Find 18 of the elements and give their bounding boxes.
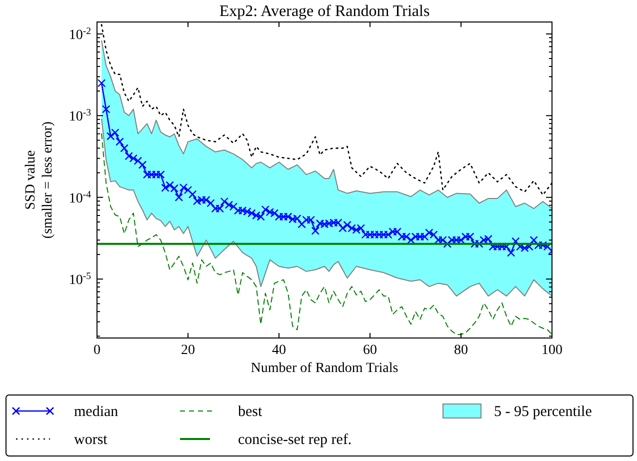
x-tick-label: 40 [272,343,286,358]
y-axis-title: SSD value (smaller = less error) [24,121,56,239]
y-tick-label: 10$^{-5}$ [68,270,92,288]
x-tick-label: 0 [94,343,100,358]
y-tick-label: 10$^{-4}$ [68,188,92,206]
x-axis-title: Number of Random Trials [250,361,398,376]
chart-title: Exp2: Average of Random Trials [219,3,430,20]
x-tick-label: 60 [363,343,377,358]
legend-label: 5 - 95 percentile [494,404,592,420]
x-tick-label: 100 [542,343,562,358]
x-tick-label: 20 [181,343,195,358]
y-tick-label: 10$^{-3}$ [68,107,92,125]
legend-label: best [238,404,263,420]
x-tick-label: 80 [454,343,468,358]
legend-label: concise-set rep ref. [238,432,352,448]
legend-label: worst [74,432,108,448]
legend-label: median [74,404,119,420]
y-tick-label: 10$^{-2}$ [68,25,92,43]
